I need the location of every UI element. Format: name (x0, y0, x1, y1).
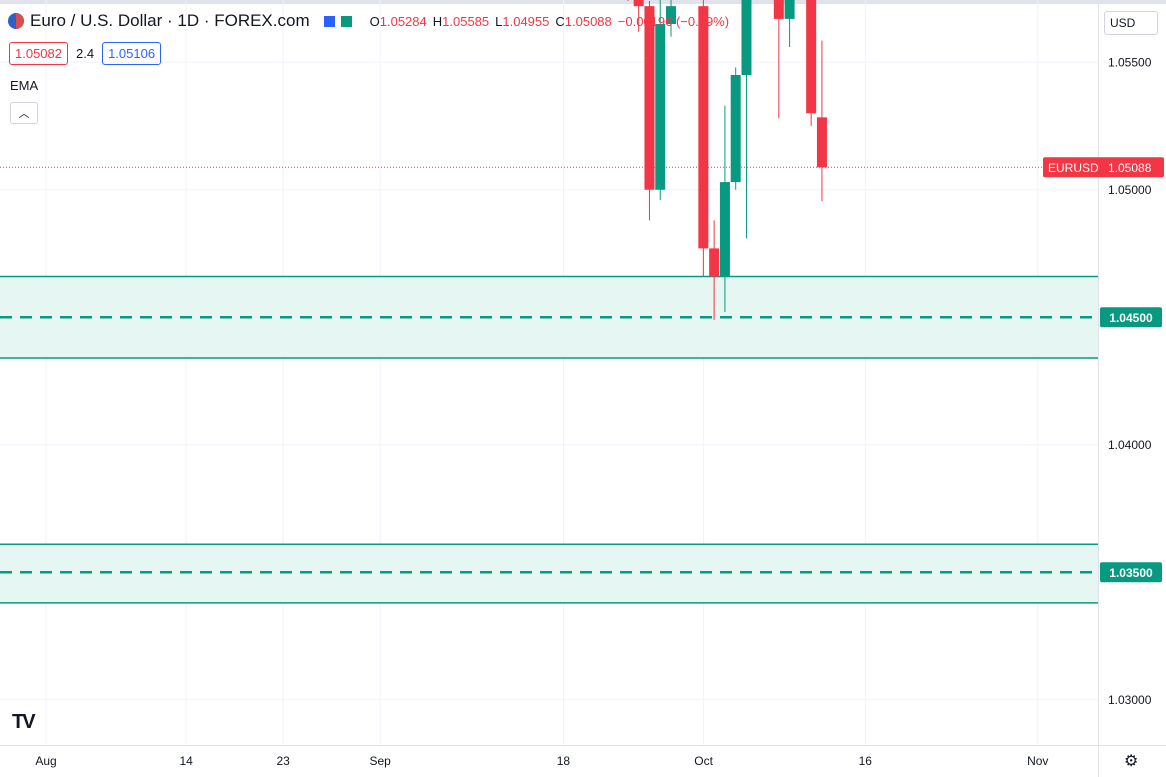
x-tick-label: Nov (1027, 754, 1048, 768)
last-price-symbol: EURUSD (1048, 161, 1099, 175)
x-tick-label: 16 (859, 754, 873, 768)
candle (730, 67, 741, 190)
open-label: O (369, 13, 380, 29)
candle-body (741, 0, 752, 75)
candle (633, 0, 644, 32)
currency-selector[interactable]: USD (1104, 11, 1158, 35)
collapse-indicators-button[interactable]: ︿ (10, 102, 38, 124)
tradingview-logo[interactable]: TV (12, 711, 36, 733)
candle-body (773, 0, 784, 19)
candle-body (784, 0, 795, 19)
candle-body (816, 117, 827, 168)
candle (644, 1, 655, 221)
x-tick-label: Aug (35, 754, 56, 768)
candle-body (730, 75, 741, 183)
spread-value: 2.4 (76, 46, 95, 61)
candle (784, 0, 795, 47)
data-status-icon (340, 15, 352, 27)
candle-body (719, 182, 730, 277)
top-toolbar-edge (0, 0, 1166, 4)
chart-header: Euro / U.S. Dollar · 1D · FOREX.com O1.0… (8, 11, 735, 31)
candlesticks (627, 0, 827, 320)
support-resistance-zones (0, 275, 1098, 604)
symbol-title[interactable]: Euro / U.S. Dollar · 1D · FOREX.com (30, 11, 310, 30)
indicator-ema-label[interactable]: EMA (10, 78, 39, 93)
candle (816, 40, 827, 202)
change-value: −0.00196 (−0.19%) (617, 13, 730, 29)
time-axis[interactable]: Aug 14 23 Sep 18 Oct 16 Nov (35, 754, 1048, 768)
level-price-label: 1.04500 (1109, 311, 1153, 325)
level-price-tag (1100, 307, 1162, 328)
sell-button[interactable]: 1.05082 (9, 42, 68, 65)
low-label: L (495, 13, 503, 29)
market-status-icon (323, 15, 335, 27)
level-zone (0, 544, 1098, 603)
close-label: C (555, 13, 565, 29)
candle (709, 220, 720, 320)
y-tick-label: 1.05500 (1108, 55, 1152, 69)
close-value: 1.05088 (564, 13, 612, 29)
buy-button[interactable]: 1.05106 (102, 42, 162, 65)
x-tick-label: 23 (276, 754, 290, 768)
x-tick-label: 18 (557, 754, 571, 768)
last-price-tag (1043, 157, 1164, 178)
candle-body (655, 24, 666, 190)
x-tick-label: 14 (179, 754, 193, 768)
high-value: 1.05585 (442, 13, 490, 29)
candle (806, 0, 817, 126)
y-tick-label: 1.04000 (1108, 438, 1152, 452)
y-tick-label: 1.03000 (1108, 693, 1152, 707)
quote-row: 1.05082 2.4 1.05106 (9, 42, 162, 65)
eur-usd-flag-icon (8, 13, 24, 29)
price-axis[interactable]: 1.03000 1.03500 1.04000 1.04500 1.05000 1.055… (1043, 0, 1164, 707)
candle-body (806, 0, 817, 114)
candle-body (666, 6, 677, 25)
level-price-tag (1100, 562, 1162, 583)
candle-body (698, 6, 709, 249)
candle (719, 105, 730, 313)
chevron-up-icon: ︿ (18, 108, 30, 120)
candle-body (633, 0, 644, 7)
candle (655, 0, 666, 200)
level-price-label: 1.03500 (1109, 566, 1153, 580)
x-tick-label: Sep (370, 754, 392, 768)
candle (741, 0, 752, 239)
ohlc-values: O1.05284 H1.05585 L1.04955 C1.05088 −0.00196… (370, 14, 735, 29)
candle-body (644, 6, 655, 190)
x-tick-label: Oct (694, 754, 713, 768)
candle (773, 0, 784, 119)
candle (666, 0, 677, 37)
candle (698, 0, 709, 277)
last-price-value: 1.05088 (1108, 161, 1152, 175)
open-value: 1.05284 (379, 13, 427, 29)
low-value: 1.04955 (502, 13, 550, 29)
y-tick-label: 1.05000 (1108, 183, 1152, 197)
candle-body (709, 248, 720, 277)
high-label: H (432, 13, 443, 29)
gear-icon[interactable]: ⚙ (1124, 753, 1139, 770)
